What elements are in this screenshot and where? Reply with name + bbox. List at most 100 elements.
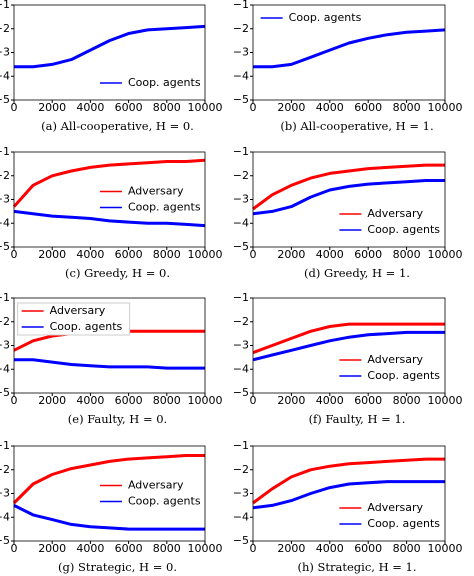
- series-line: [13, 504, 205, 531]
- y-tick-label: −2: [233, 463, 249, 476]
- x-tick-label: 6000: [115, 101, 143, 114]
- series-line: [12, 454, 205, 505]
- y-tick-label: −1: [233, 439, 249, 452]
- x-tick-label: 2000: [38, 101, 66, 114]
- y-tick-label: −4: [0, 216, 10, 229]
- y-tick-label: −1: [233, 291, 249, 304]
- y-tick-label: −4: [0, 69, 10, 82]
- plot-frame: [13, 4, 206, 101]
- y-tick-label: −5: [0, 386, 10, 399]
- x-tick-label: 2000: [277, 394, 305, 407]
- x-tick-label: 0: [11, 542, 18, 555]
- legend-label: Adversary: [128, 479, 184, 492]
- legend-label: Coop. agents: [367, 369, 440, 382]
- legend-label: Adversary: [367, 353, 423, 366]
- y-tick-label: −4: [0, 510, 10, 523]
- legend-box: [17, 302, 131, 336]
- x-tick-label: 0: [250, 394, 257, 407]
- x-tick-label: 6000: [354, 101, 382, 114]
- x-tick-label: 4000: [316, 101, 344, 114]
- y-tick-label: −2: [0, 169, 10, 182]
- x-tick-label: 4000: [76, 248, 104, 261]
- x-tick-label: 8000: [393, 394, 421, 407]
- series-line: [252, 163, 445, 211]
- caption: (d) Greedy, H = 1.: [304, 266, 410, 280]
- x-tick-label: 10000: [188, 394, 223, 407]
- x-tick-label: 0: [11, 248, 18, 261]
- x-tick-label: 2000: [277, 542, 305, 555]
- plot-frame: [13, 445, 206, 542]
- x-tick-label: 4000: [316, 394, 344, 407]
- x-tick-label: 8000: [153, 542, 181, 555]
- x-tick-label: 10000: [188, 542, 223, 555]
- y-tick-label: −2: [0, 463, 10, 476]
- x-tick-label: 8000: [393, 248, 421, 261]
- x-tick-label: 8000: [153, 394, 181, 407]
- x-tick-label: 8000: [153, 248, 181, 261]
- y-tick-label: −3: [0, 487, 10, 500]
- x-tick-label: 8000: [393, 101, 421, 114]
- x-tick-label: 10000: [188, 101, 223, 114]
- x-tick-label: 0: [250, 101, 257, 114]
- x-tick-label: 4000: [76, 101, 104, 114]
- series-line: [13, 209, 206, 228]
- legend-label: Coop. agents: [367, 517, 440, 530]
- x-tick-label: 2000: [277, 101, 305, 114]
- x-tick-label: 6000: [115, 248, 143, 261]
- y-tick-label: −1: [0, 439, 10, 452]
- series-line: [252, 480, 445, 510]
- y-tick-label: −1: [0, 291, 10, 304]
- x-tick-label: 2000: [38, 248, 66, 261]
- x-tick-label: 0: [250, 248, 257, 261]
- plot-frame: [252, 151, 446, 248]
- caption: (c) Greedy, H = 0.: [65, 266, 170, 280]
- series-line: [252, 179, 445, 216]
- y-tick-label: −3: [233, 193, 249, 206]
- y-tick-label: −1: [0, 0, 10, 11]
- legend-label: Adversary: [367, 501, 423, 514]
- plot-frame: [13, 297, 206, 394]
- x-tick-label: 8000: [153, 101, 181, 114]
- y-tick-label: −3: [233, 487, 249, 500]
- y-tick-label: −4: [233, 362, 249, 375]
- x-tick-label: 4000: [316, 248, 344, 261]
- caption: (e) Faulty, H = 0.: [68, 412, 167, 426]
- x-tick-label: 6000: [115, 394, 143, 407]
- x-tick-label: 8000: [393, 542, 421, 555]
- x-tick-label: 0: [11, 101, 18, 114]
- x-tick-label: 10000: [428, 248, 463, 261]
- y-tick-label: −2: [233, 22, 249, 35]
- y-tick-label: −5: [0, 93, 10, 106]
- y-tick-label: −5: [0, 534, 10, 547]
- y-tick-label: −5: [233, 93, 249, 106]
- y-tick-label: −5: [233, 386, 249, 399]
- legend-label: Adversary: [367, 207, 423, 220]
- legend-label: Adversary: [50, 304, 106, 317]
- x-tick-label: 10000: [428, 101, 463, 114]
- y-tick-label: −3: [0, 339, 10, 352]
- x-tick-label: 10000: [428, 542, 463, 555]
- caption: (a) All-cooperative, H = 0.: [41, 119, 194, 133]
- x-tick-label: 6000: [354, 394, 382, 407]
- y-tick-label: −3: [0, 46, 10, 59]
- x-tick-label: 10000: [188, 248, 223, 261]
- caption: (b) All-cooperative, H = 1.: [280, 119, 433, 133]
- y-tick-label: −2: [0, 315, 10, 328]
- caption: (g) Strategic, H = 0.: [58, 560, 177, 574]
- x-tick-label: 6000: [354, 542, 382, 555]
- plot-frame: [252, 297, 446, 394]
- series-line: [12, 158, 206, 208]
- x-tick-label: 4000: [76, 542, 104, 555]
- y-tick-label: −4: [233, 216, 249, 229]
- plot-frame: [13, 151, 206, 248]
- legend-label: Coop. agents: [128, 76, 201, 89]
- y-tick-label: −4: [233, 510, 249, 523]
- y-tick-label: −1: [0, 145, 10, 158]
- series-line: [252, 330, 445, 362]
- y-tick-label: −4: [233, 69, 249, 82]
- legend-label: Coop. agents: [128, 495, 201, 508]
- x-tick-label: 2000: [38, 542, 66, 555]
- plot-frame: [252, 4, 446, 101]
- y-tick-label: −3: [233, 339, 249, 352]
- x-tick-label: 0: [11, 394, 18, 407]
